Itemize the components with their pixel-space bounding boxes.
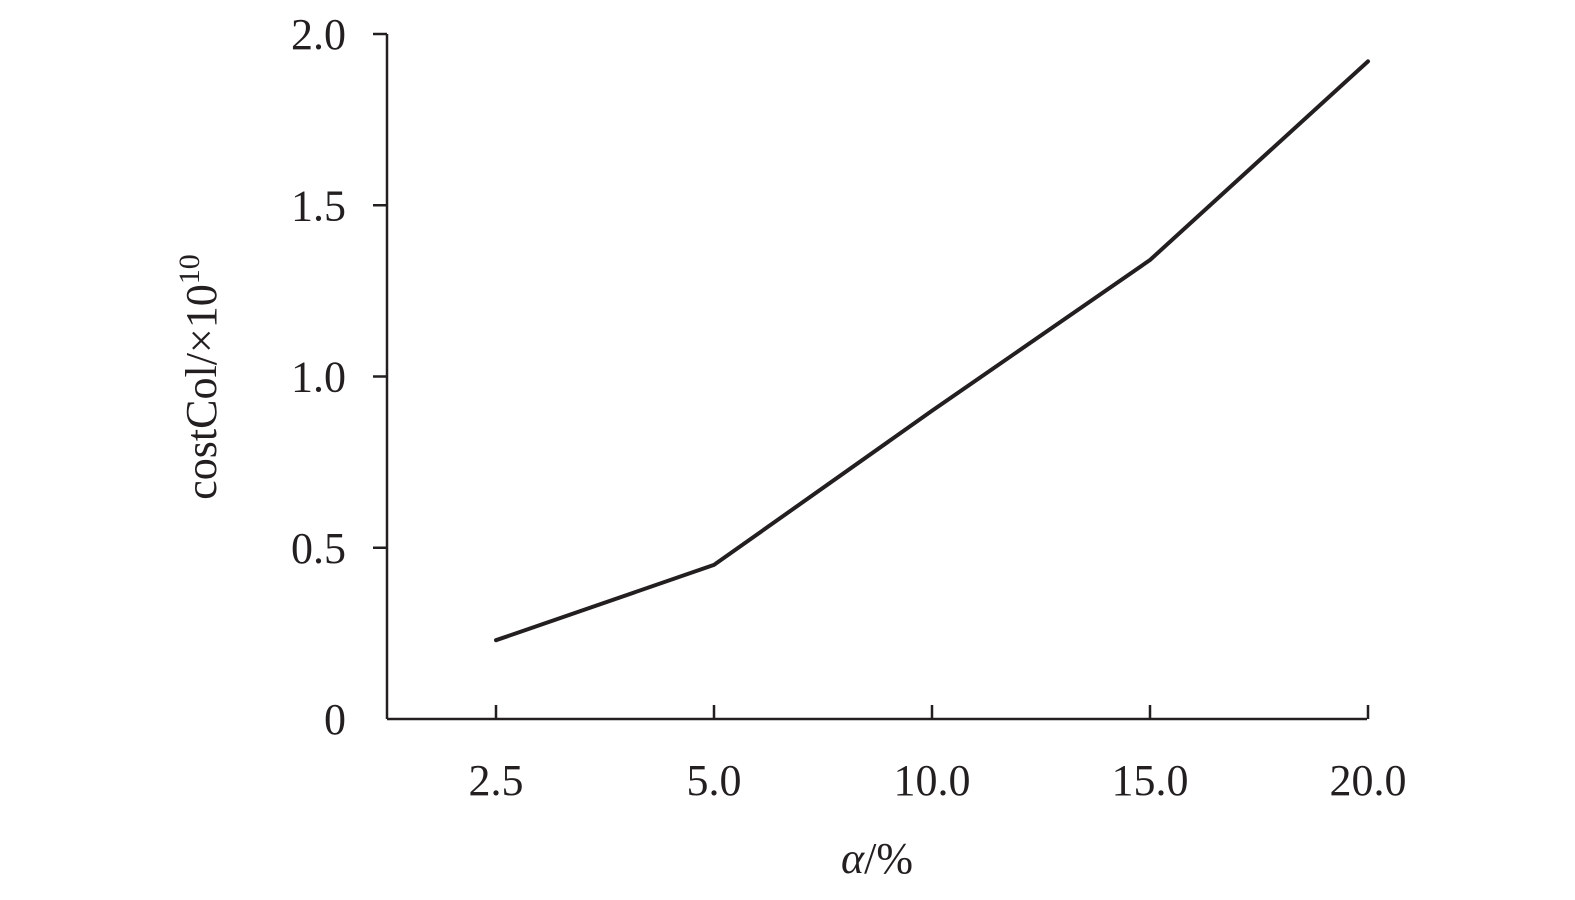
y-tick-label: 0 bbox=[324, 695, 346, 744]
x-axis-title-unit: /% bbox=[864, 834, 913, 883]
y-tick-label: 0.5 bbox=[291, 524, 346, 573]
x-axis-ticks: 2.5 5.0 10.0 15.0 20.0 bbox=[469, 705, 1407, 805]
y-tick-label: 2.0 bbox=[291, 10, 346, 59]
x-tick-label: 5.0 bbox=[687, 756, 742, 805]
series-line bbox=[494, 59, 1370, 643]
x-tick-label: 20.0 bbox=[1330, 756, 1407, 805]
y-tick-label: 1.5 bbox=[291, 181, 346, 230]
y-axis-title-exponent: 10 bbox=[173, 254, 206, 284]
x-tick-label: 10.0 bbox=[894, 756, 971, 805]
x-axis-title-symbol: α bbox=[841, 834, 865, 883]
x-tick-label: 2.5 bbox=[469, 756, 524, 805]
y-axis-title-base: costCol/×10 bbox=[177, 284, 226, 500]
x-tick-label: 15.0 bbox=[1112, 756, 1189, 805]
y-axis-ticks: 0 0.5 1.0 1.5 2.0 bbox=[291, 10, 387, 744]
y-axis-title: costCol/×1010 bbox=[173, 254, 226, 500]
y-tick-label: 1.0 bbox=[291, 353, 346, 402]
x-axis-title: α/% bbox=[841, 834, 913, 883]
